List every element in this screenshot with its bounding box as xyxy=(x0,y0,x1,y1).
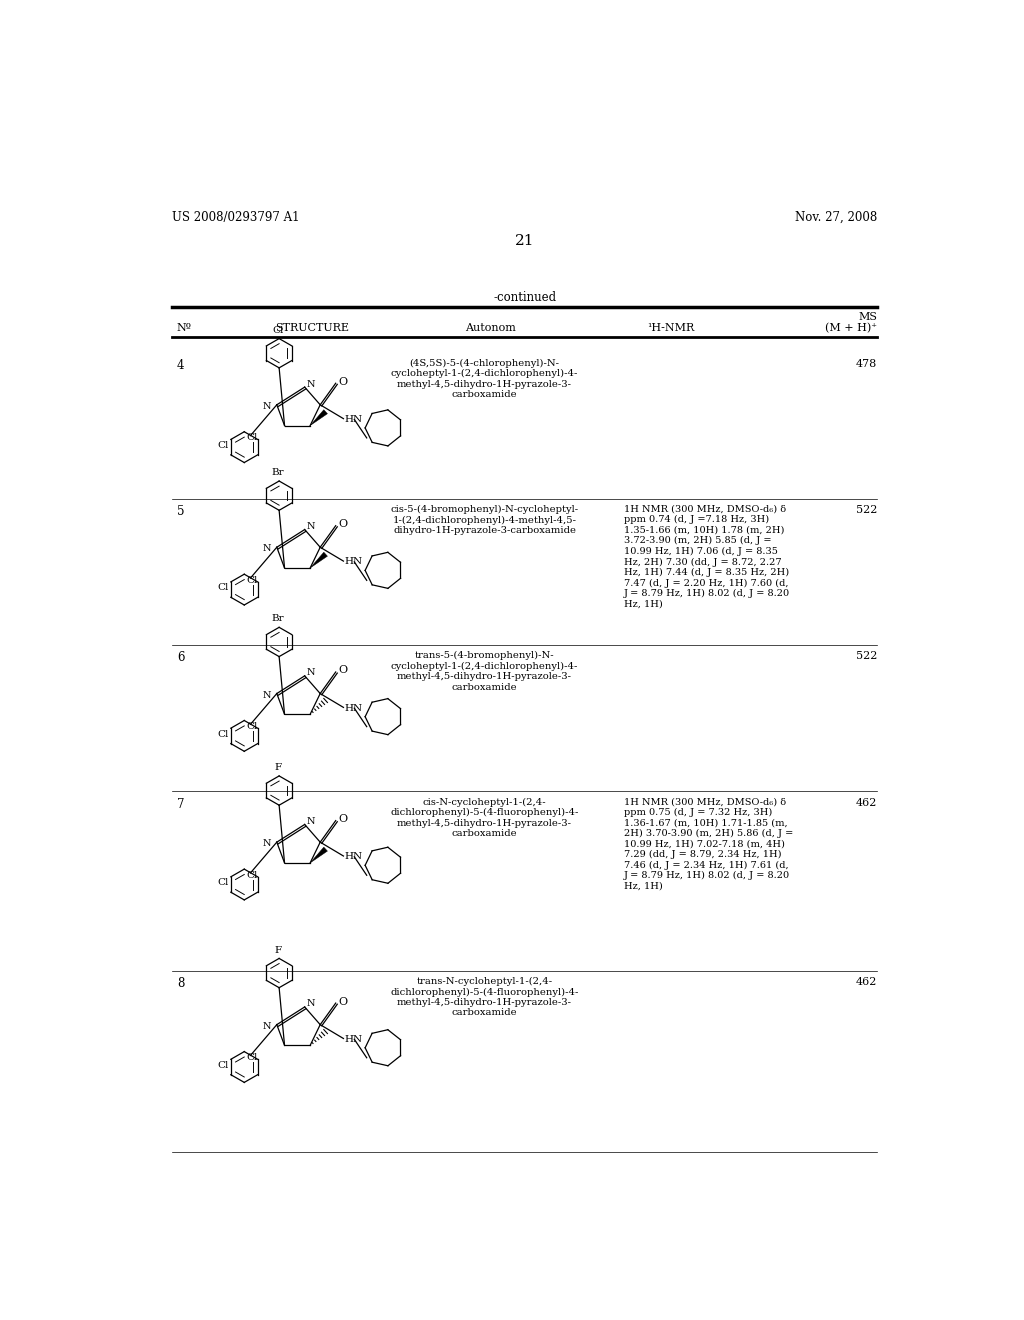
Text: Cl: Cl xyxy=(247,433,258,442)
Text: US 2008/0293797 A1: US 2008/0293797 A1 xyxy=(172,211,300,224)
Text: N: N xyxy=(306,999,314,1008)
Text: (M + H)⁺: (M + H)⁺ xyxy=(825,323,878,334)
Text: Cl: Cl xyxy=(217,1061,228,1069)
Text: O: O xyxy=(338,814,347,824)
Text: 462: 462 xyxy=(856,977,878,987)
Text: Cl: Cl xyxy=(247,722,258,731)
Text: 7: 7 xyxy=(177,797,184,810)
Text: 1H NMR (300 MHz, DMSO-d₆) δ
ppm 0.75 (d, J = 7.32 Hz, 3H)
1.36-1.67 (m, 10H) 1.7: 1H NMR (300 MHz, DMSO-d₆) δ ppm 0.75 (d,… xyxy=(624,797,794,891)
Text: (4S,5S)-5-(4-chlorophenyl)-N-
cycloheptyl-1-(2,4-dichlorophenyl)-4-
methyl-4,5-d: (4S,5S)-5-(4-chlorophenyl)-N- cyclohepty… xyxy=(391,359,579,399)
Text: trans-5-(4-bromophenyl)-N-
cycloheptyl-1-(2,4-dichlorophenyl)-4-
methyl-4,5-dihy: trans-5-(4-bromophenyl)-N- cycloheptyl-1… xyxy=(391,651,579,692)
Text: N: N xyxy=(306,668,314,677)
Text: 478: 478 xyxy=(856,359,878,368)
Text: 8: 8 xyxy=(177,977,184,990)
Text: Cl: Cl xyxy=(217,730,228,739)
Text: Autonom: Autonom xyxy=(465,323,516,333)
Polygon shape xyxy=(310,552,328,568)
Text: N: N xyxy=(262,401,270,411)
Text: Cl: Cl xyxy=(217,583,228,593)
Text: cis-5-(4-bromophenyl)-N-cycloheptyl-
1-(2,4-dichlorophenyl)-4-methyl-4,5-
dihydr: cis-5-(4-bromophenyl)-N-cycloheptyl- 1-(… xyxy=(390,506,579,535)
Text: 6: 6 xyxy=(177,651,184,664)
Text: Cl: Cl xyxy=(247,576,258,585)
Text: N: N xyxy=(306,817,314,826)
Text: Cl: Cl xyxy=(247,871,258,879)
Text: 522: 522 xyxy=(856,651,878,661)
Polygon shape xyxy=(310,847,328,863)
Text: HN: HN xyxy=(344,414,362,424)
Text: N: N xyxy=(262,1022,270,1031)
Text: HN: HN xyxy=(344,853,362,861)
Text: MS: MS xyxy=(858,313,878,322)
Text: Nov. 27, 2008: Nov. 27, 2008 xyxy=(796,211,878,224)
Text: Nº: Nº xyxy=(177,323,191,333)
Text: Cl: Cl xyxy=(217,878,228,887)
Text: O: O xyxy=(338,519,347,529)
Text: trans-N-cycloheptyl-1-(2,4-
dichlorophenyl)-5-(4-fluorophenyl)-4-
methyl-4,5-dih: trans-N-cycloheptyl-1-(2,4- dichlorophen… xyxy=(390,977,579,1018)
Text: HN: HN xyxy=(344,557,362,566)
Text: Br: Br xyxy=(271,615,284,623)
Text: Cl: Cl xyxy=(217,441,228,450)
Text: 21: 21 xyxy=(515,234,535,248)
Text: 4: 4 xyxy=(177,359,184,372)
Text: N: N xyxy=(262,840,270,849)
Text: HN: HN xyxy=(344,1035,362,1044)
Text: Cl: Cl xyxy=(272,326,284,335)
Text: 462: 462 xyxy=(856,797,878,808)
Text: 522: 522 xyxy=(856,506,878,515)
Text: Cl: Cl xyxy=(247,1053,258,1063)
Text: N: N xyxy=(306,380,314,388)
Text: O: O xyxy=(338,997,347,1007)
Text: N: N xyxy=(262,690,270,700)
Text: Br: Br xyxy=(271,469,284,478)
Text: F: F xyxy=(274,763,282,772)
Text: N: N xyxy=(306,521,314,531)
Text: 1H NMR (300 MHz, DMSO-d₆) δ
ppm 0.74 (d, J =7.18 Hz, 3H)
1.35-1.66 (m, 10H) 1.78: 1H NMR (300 MHz, DMSO-d₆) δ ppm 0.74 (d,… xyxy=(624,506,791,609)
Text: cis-N-cycloheptyl-1-(2,4-
dichlorophenyl)-5-(4-fluorophenyl)-4-
methyl-4,5-dihyd: cis-N-cycloheptyl-1-(2,4- dichlorophenyl… xyxy=(390,797,579,838)
Polygon shape xyxy=(310,409,328,425)
Text: ¹H-NMR: ¹H-NMR xyxy=(647,323,694,333)
Text: O: O xyxy=(338,376,347,387)
Text: F: F xyxy=(274,945,282,954)
Text: N: N xyxy=(262,544,270,553)
Text: O: O xyxy=(338,665,347,676)
Text: -continued: -continued xyxy=(494,290,556,304)
Text: 5: 5 xyxy=(177,506,184,517)
Text: HN: HN xyxy=(344,704,362,713)
Text: STRUCTURE: STRUCTURE xyxy=(275,323,349,333)
